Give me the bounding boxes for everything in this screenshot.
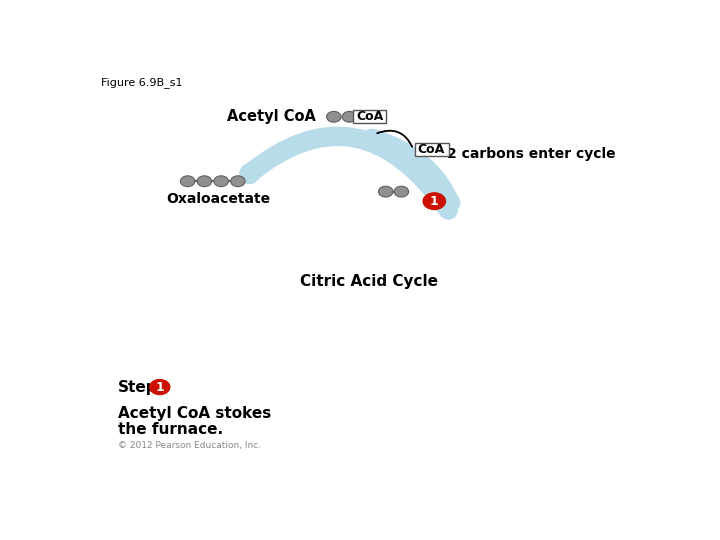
Text: Acetyl CoA stokes: Acetyl CoA stokes [118,406,271,421]
FancyBboxPatch shape [415,143,449,156]
Circle shape [214,176,228,187]
Circle shape [327,111,341,122]
Circle shape [197,176,212,187]
Text: CoA: CoA [418,143,445,156]
FancyBboxPatch shape [354,110,386,124]
Text: Citric Acid Cycle: Citric Acid Cycle [300,274,438,288]
Text: 1: 1 [156,381,164,394]
Text: © 2012 Pearson Education, Inc.: © 2012 Pearson Education, Inc. [118,441,261,450]
Text: Figure 6.9B_s1: Figure 6.9B_s1 [101,77,183,88]
Text: Acetyl CoA: Acetyl CoA [227,109,315,124]
Text: the furnace.: the furnace. [118,422,223,437]
Text: Oxaloacetate: Oxaloacetate [166,192,271,206]
Circle shape [379,186,393,197]
Circle shape [423,193,446,210]
Circle shape [230,176,245,187]
Circle shape [394,186,409,197]
Text: 1: 1 [430,195,438,208]
Text: 2 carbons enter cycle: 2 carbons enter cycle [447,147,616,161]
Text: CoA: CoA [356,110,383,123]
Text: Step: Step [118,380,158,395]
Circle shape [150,380,170,395]
Circle shape [181,176,195,187]
Circle shape [342,111,356,122]
